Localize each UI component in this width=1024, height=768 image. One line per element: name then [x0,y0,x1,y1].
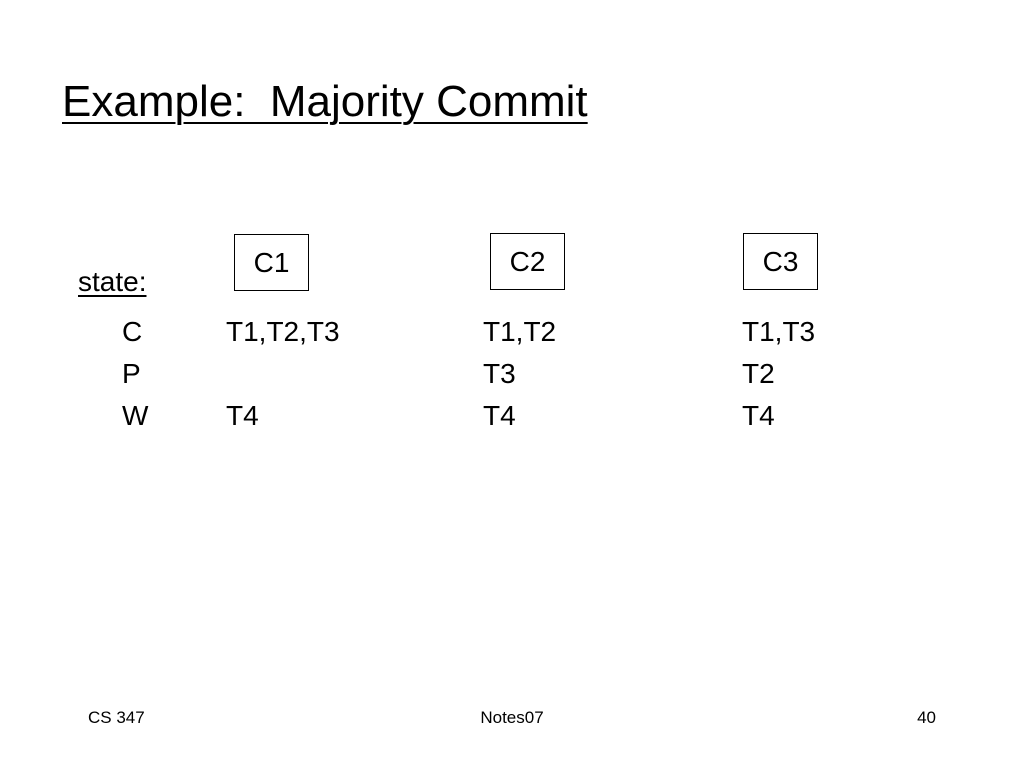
table-cell: T4 [226,400,259,431]
column-header-box: C3 [743,233,818,290]
footer-right: 40 [917,708,936,727]
slide-title: Example: Majority Commit [62,77,588,126]
row-label: P [122,358,141,389]
table-cell: T4 [483,400,516,431]
table-cell: T1,T2,T3 [226,316,340,347]
column-header-box: C2 [490,233,565,290]
state-label: state: [78,266,147,297]
table-cell: T1,T3 [742,316,816,347]
footer-center: Notes07 [480,708,544,727]
row-label: C [122,316,143,347]
footer-left: CS 347 [88,708,145,727]
table-cell: T4 [742,400,775,431]
table-cell: T3 [483,358,516,389]
table-cell: T1,T2 [483,316,557,347]
row-label: W [122,400,149,431]
column-header-box: C1 [234,234,309,291]
table-cell: T2 [742,358,775,389]
